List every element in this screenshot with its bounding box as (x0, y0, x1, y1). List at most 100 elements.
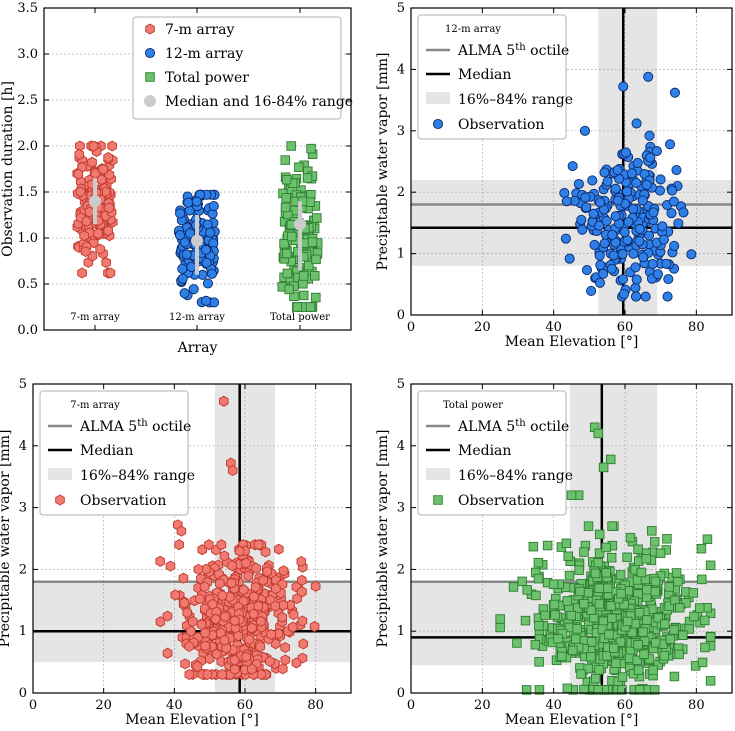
data-point (296, 555, 307, 568)
data-point (180, 658, 190, 670)
data-point (251, 562, 261, 574)
x-tick-label: 20 (95, 698, 112, 713)
legend-marker (145, 23, 155, 35)
data-point (266, 628, 276, 640)
data-point (98, 163, 108, 175)
data-point (575, 586, 585, 597)
data-point (659, 651, 670, 661)
data-point (576, 214, 587, 226)
data-point (311, 254, 321, 265)
series-2 (277, 141, 323, 312)
data-point (593, 685, 603, 695)
data-point (599, 238, 610, 249)
data-point (104, 202, 114, 214)
data-point (622, 186, 633, 197)
data-point (221, 642, 232, 654)
x-tick-label: 0 (407, 320, 415, 335)
data-point (628, 204, 639, 215)
data-point (244, 633, 254, 646)
panel-d: 0 20 40 60 80 0 1 2 3 4 5 Mean Elevation [°] Precipi… (375, 377, 733, 728)
data-point (599, 167, 610, 178)
data-point (534, 657, 544, 667)
data-point (200, 640, 210, 652)
data-point (576, 669, 586, 679)
data-point (607, 613, 617, 623)
legend-label: Observation (458, 493, 544, 509)
data-point (674, 602, 685, 613)
data-point (230, 663, 240, 675)
y-tick-label: 2 (397, 562, 405, 577)
data-point (77, 267, 87, 279)
data-point (520, 615, 531, 626)
data-point (310, 271, 320, 281)
panel-c: 0 20 40 60 80 0 1 2 3 4 5 Mean Elevation [°] Precipi… (0, 377, 352, 728)
data-point (311, 292, 321, 303)
data-point (647, 258, 658, 270)
legend-label: Observation (80, 493, 166, 509)
data-point (601, 568, 611, 578)
data-point (233, 630, 244, 642)
data-point (603, 583, 613, 594)
data-point (105, 267, 116, 279)
data-point (601, 215, 612, 227)
data-point (542, 540, 553, 551)
data-point (214, 577, 225, 589)
data-point (666, 208, 677, 219)
legend: 7-m array ALMA 5th octile Median 16%–84% ra… (39, 390, 195, 516)
data-point (73, 168, 84, 180)
data-point (579, 547, 589, 557)
data-point (107, 140, 117, 152)
data-point (605, 454, 616, 465)
data-point (292, 302, 303, 312)
data-point (174, 230, 186, 241)
data-point (615, 570, 626, 580)
data-point (84, 206, 95, 218)
data-point (540, 610, 550, 621)
data-point (648, 207, 659, 218)
data-point (81, 215, 92, 227)
median-marker (191, 234, 203, 247)
data-point (594, 548, 605, 558)
x-tick-label: 80 (688, 698, 705, 713)
data-point (665, 634, 676, 644)
y-tick-label: 1.5 (17, 185, 38, 200)
data-point (522, 585, 532, 595)
data-point (667, 185, 678, 196)
data-point (278, 663, 288, 675)
plot-frame (32, 383, 352, 694)
data-point (177, 263, 188, 274)
data-point (586, 652, 596, 662)
data-point (695, 603, 705, 613)
data-point (227, 560, 237, 572)
data-point (630, 282, 641, 293)
data-point (191, 196, 202, 207)
data-point (287, 231, 297, 242)
data-point (606, 263, 617, 274)
legend-band (48, 468, 72, 480)
series-0 (72, 140, 118, 279)
data-point (229, 654, 240, 666)
data-point (618, 81, 629, 92)
plot-frame (410, 383, 733, 694)
data-point (579, 125, 591, 136)
legend-label: 16%–84% range (80, 468, 195, 484)
data-point (663, 274, 674, 285)
data-point (193, 563, 204, 575)
legend-title: 7-m array (70, 400, 120, 411)
data-point (648, 665, 658, 675)
x-tick-label: 60 (617, 320, 634, 335)
data-point (664, 139, 676, 150)
y-tick-label: 1.0 (17, 231, 38, 246)
x-axis-label: Mean Elevation [°] (125, 712, 259, 728)
data-point (664, 601, 674, 611)
legend-box (417, 14, 567, 140)
data-point (697, 574, 707, 585)
data-point (297, 574, 307, 586)
data-point (634, 236, 645, 247)
data-point (216, 539, 227, 551)
data-point (650, 637, 661, 648)
data-point (548, 579, 559, 590)
data-point (561, 538, 572, 549)
data-point (671, 164, 682, 176)
data-point (270, 600, 280, 612)
